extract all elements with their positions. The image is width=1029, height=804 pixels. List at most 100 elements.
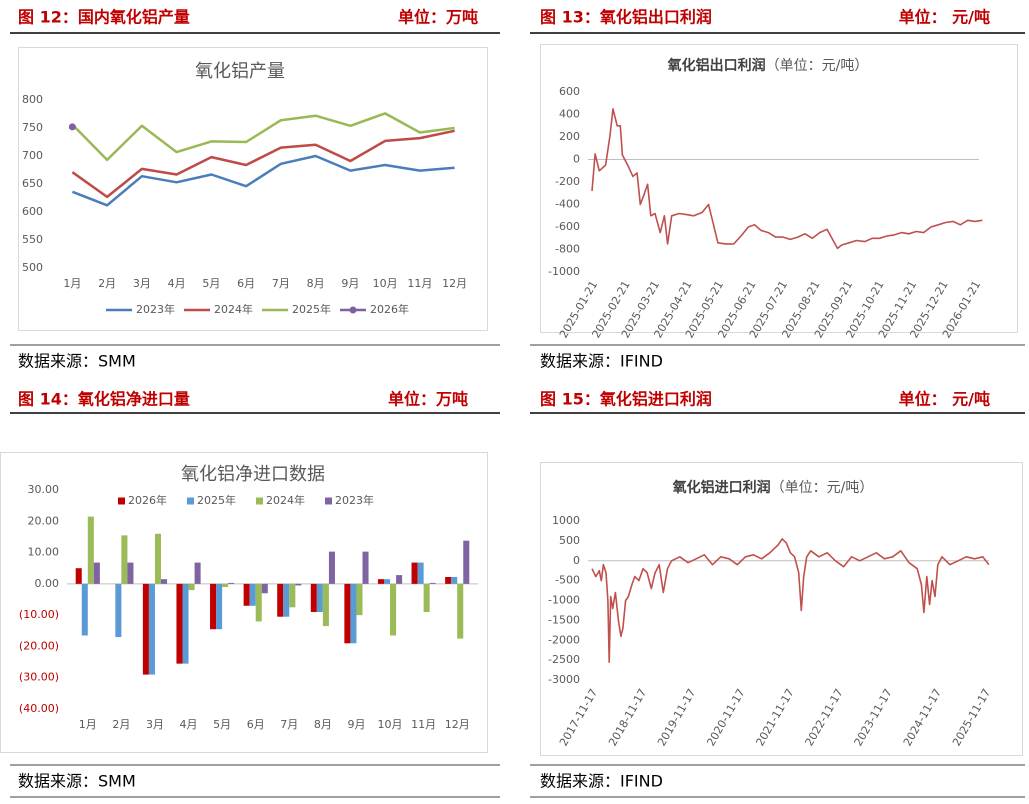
- bar: [115, 583, 122, 638]
- legend-label: 2026年: [128, 493, 167, 507]
- bar: [316, 583, 323, 613]
- bar: [81, 583, 88, 636]
- y-tick-label: -200: [555, 175, 580, 188]
- figure-title: 图 14：氧化铝净进口量: [18, 390, 190, 409]
- series-line: [71, 129, 455, 199]
- y-tick-label: 500: [22, 261, 43, 274]
- bar: [194, 562, 201, 584]
- legend-swatch: [325, 497, 332, 505]
- legend-label: 2024年: [214, 302, 253, 316]
- bar: [161, 579, 168, 584]
- chart-title: 氧化铝产量: [195, 61, 285, 82]
- bar: [310, 583, 317, 613]
- title-text: 氧化铝出口利润: [667, 57, 766, 74]
- title-text: 氧化铝净进口数据: [181, 464, 325, 485]
- y-tick-label: (40.00): [19, 702, 59, 715]
- x-tick-label: 1月: [63, 277, 81, 290]
- y-tick-label: 400: [559, 108, 580, 121]
- chart-title: 氧化铝进口利润（单位：元/吨）: [672, 479, 874, 496]
- bar: [417, 562, 424, 584]
- bar: [154, 533, 162, 584]
- source: 数据来源：SMM: [18, 352, 136, 371]
- y-tick-label: (30.00): [19, 671, 59, 684]
- x-tick-label: 6月: [237, 277, 255, 290]
- series-line: [71, 112, 455, 162]
- x-tick-label: 6月: [247, 718, 265, 731]
- bar: [328, 551, 335, 584]
- x-tick-label: 7月: [280, 718, 298, 731]
- y-tick-label: 550: [22, 233, 43, 246]
- y-tick-label: 800: [22, 93, 43, 106]
- bar: [228, 582, 235, 584]
- y-tick-label: (10.00): [19, 608, 59, 621]
- legend-label: 2026年: [370, 302, 409, 316]
- bar: [277, 583, 284, 617]
- figure-title: 图 15：氧化铝进口利润: [540, 390, 712, 409]
- bar: [249, 583, 256, 606]
- legend-label: 2024年: [266, 493, 305, 507]
- chart-title: 氧化铝出口利润（单位：元/吨）: [667, 57, 869, 74]
- figure-title: 图 12：国内氧化铝产量: [18, 8, 190, 27]
- bar: [222, 583, 229, 587]
- bar: [188, 583, 195, 591]
- bar: [344, 583, 351, 644]
- legend-label: 2025年: [292, 302, 331, 316]
- x-tick-label: 8月: [307, 277, 325, 290]
- bar: [261, 583, 268, 594]
- x-tick-label: 3月: [146, 718, 164, 731]
- bar: [445, 576, 452, 584]
- bar: [322, 583, 329, 627]
- title-unit: （单位：元/吨）: [766, 58, 869, 74]
- chart-title: 氧化铝净进口数据: [181, 464, 325, 485]
- bar: [390, 583, 397, 636]
- bar: [216, 583, 223, 630]
- x-tick-label: 11月: [407, 277, 432, 290]
- bar: [383, 579, 391, 584]
- y-tick-label: 700: [22, 149, 43, 162]
- x-tick-label: 10月: [378, 718, 403, 731]
- unit: 单位： 元/吨: [899, 8, 990, 27]
- y-tick-label: -500: [555, 574, 580, 587]
- legend-label: 2025年: [197, 493, 236, 507]
- x-tick-label: 5月: [202, 277, 220, 290]
- legend-label: 2023年: [136, 302, 175, 316]
- y-tick-label: -1000: [548, 265, 580, 278]
- bar: [127, 562, 134, 584]
- y-tick-label: -600: [555, 220, 580, 233]
- chart-frame: [540, 44, 1018, 333]
- legend-swatch: [187, 497, 194, 505]
- bar: [396, 575, 403, 584]
- bar: [429, 582, 436, 584]
- series-line: [591, 538, 990, 663]
- bar: [283, 583, 290, 617]
- y-tick-label: -1000: [548, 594, 580, 607]
- x-tick-label: 12月: [445, 718, 470, 731]
- bar: [423, 583, 430, 613]
- bar: [255, 583, 262, 622]
- series-line: [71, 154, 455, 207]
- y-tick-label: 750: [22, 121, 43, 134]
- x-tick-label: 9月: [341, 277, 359, 290]
- x-tick-label: 9月: [347, 718, 365, 731]
- y-tick-label: -1500: [548, 613, 580, 626]
- bar: [182, 583, 189, 664]
- title-text: 氧化铝进口利润: [672, 479, 771, 496]
- y-tick-label: 0: [573, 153, 580, 166]
- unit: 单位：万吨: [398, 8, 478, 27]
- x-tick-label: 10月: [373, 277, 398, 290]
- y-tick-label: 650: [22, 177, 43, 190]
- y-tick-label: (20.00): [19, 639, 59, 652]
- bar: [142, 583, 149, 675]
- marker: [68, 123, 76, 131]
- x-tick-label: 8月: [314, 718, 332, 731]
- bar: [210, 583, 217, 630]
- y-tick-label: 600: [559, 85, 580, 98]
- title-unit: （单位：元/吨）: [771, 480, 874, 496]
- bar: [451, 576, 458, 584]
- x-tick-label: 7月: [272, 277, 290, 290]
- x-tick-label: 2月: [112, 718, 130, 731]
- unit: 单位：万吨: [388, 390, 468, 409]
- bar: [75, 568, 82, 584]
- y-tick-label: -800: [555, 243, 580, 256]
